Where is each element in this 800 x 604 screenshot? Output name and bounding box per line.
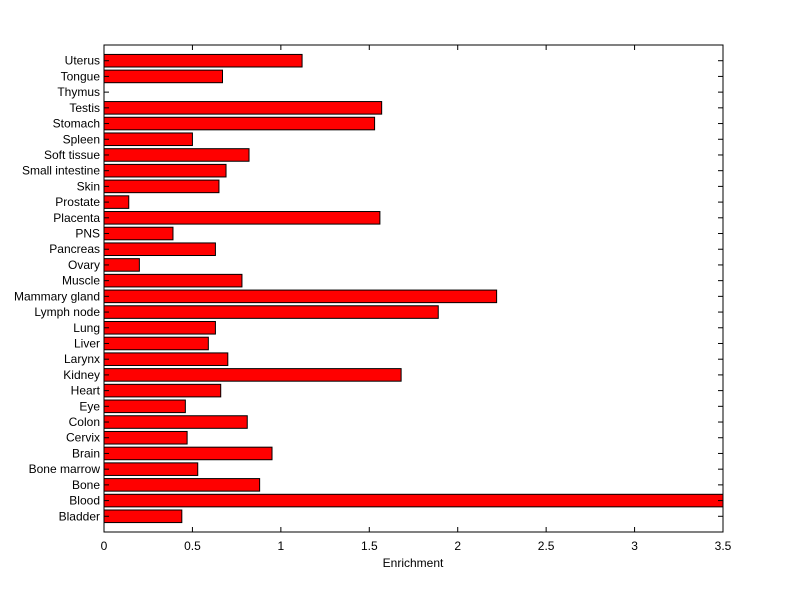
bar-bone: [103, 478, 261, 492]
y-tick-label: Eye: [79, 399, 100, 413]
bar-ovary: [103, 258, 140, 272]
x-tick-label: 2.5: [538, 539, 555, 553]
y-tick-label: Stomach: [53, 117, 100, 131]
bar-pancreas: [103, 242, 216, 257]
bar-colon: [103, 415, 248, 429]
bar-spleen: [103, 132, 193, 147]
y-tick-label: Lung: [73, 321, 100, 335]
bar-muscle: [103, 273, 243, 288]
bar-pns: [103, 226, 174, 241]
y-tick-label: Brain: [72, 446, 100, 460]
bar-lung: [103, 320, 216, 335]
bar-bone-marrow: [103, 462, 199, 476]
x-tick-label: 3: [631, 539, 638, 553]
y-tick-label: Spleen: [63, 132, 100, 146]
bar-soft-tissue: [103, 148, 250, 162]
bar-uterus: [103, 53, 303, 68]
y-tick-label: Pancreas: [49, 242, 100, 256]
x-tick-label: 1: [278, 539, 285, 553]
y-tick-label: Skin: [77, 179, 100, 193]
y-tick-label: Bone marrow: [29, 462, 101, 476]
bar-blood: [103, 493, 724, 508]
bar-tongue: [103, 69, 223, 84]
y-tick-label: Testis: [69, 101, 100, 115]
y-tick-label: PNS: [75, 227, 100, 241]
bar-eye: [103, 399, 186, 414]
bar-testis: [103, 101, 383, 115]
bar-stomach: [103, 116, 376, 131]
y-tick-label: Bone: [72, 478, 100, 492]
x-tick-label: 0: [101, 539, 108, 553]
plot-frame: [103, 44, 724, 533]
bar-kidney: [103, 368, 402, 382]
x-axis-label: Enrichment: [383, 556, 444, 570]
y-tick-label: Placenta: [53, 211, 100, 225]
bar-small-intestine: [103, 163, 227, 178]
x-tick-label: 1.5: [361, 539, 378, 553]
bar-heart: [103, 383, 222, 398]
y-tick-label: Thymus: [57, 85, 100, 99]
y-tick-label: Soft tissue: [44, 148, 100, 162]
bar-mammary-gland: [103, 289, 498, 304]
y-tick-label: Heart: [71, 384, 101, 398]
bar-larynx: [103, 352, 229, 366]
bar-liver: [103, 336, 209, 351]
bar-bladder: [103, 509, 183, 524]
y-tick-label: Liver: [74, 336, 100, 350]
y-tick-label: Lymph node: [34, 305, 100, 319]
y-tick-label: Mammary gland: [14, 289, 100, 303]
bar-lymph-node: [103, 305, 439, 319]
y-tick-label: Bladder: [59, 509, 100, 523]
y-tick-label: Tongue: [61, 69, 101, 83]
y-tick-label: Cervix: [66, 431, 100, 445]
y-tick-label: Muscle: [62, 274, 100, 288]
bar-brain: [103, 446, 273, 461]
y-tick-label: Kidney: [63, 368, 100, 382]
bar-cervix: [103, 430, 188, 445]
y-tick-label: Uterus: [65, 54, 100, 68]
x-tick-label: 2: [454, 539, 461, 553]
bar-skin: [103, 179, 220, 194]
bar-placenta: [103, 211, 381, 225]
y-tick-label: Larynx: [64, 352, 100, 366]
y-tick-label: Prostate: [55, 195, 100, 209]
y-tick-label: Blood: [69, 494, 100, 508]
x-tick-label: 3.5: [715, 539, 732, 553]
y-tick-label: Ovary: [68, 258, 100, 272]
x-tick-label: 0.5: [184, 539, 201, 553]
y-tick-label: Small intestine: [22, 164, 100, 178]
y-tick-label: Colon: [69, 415, 100, 429]
